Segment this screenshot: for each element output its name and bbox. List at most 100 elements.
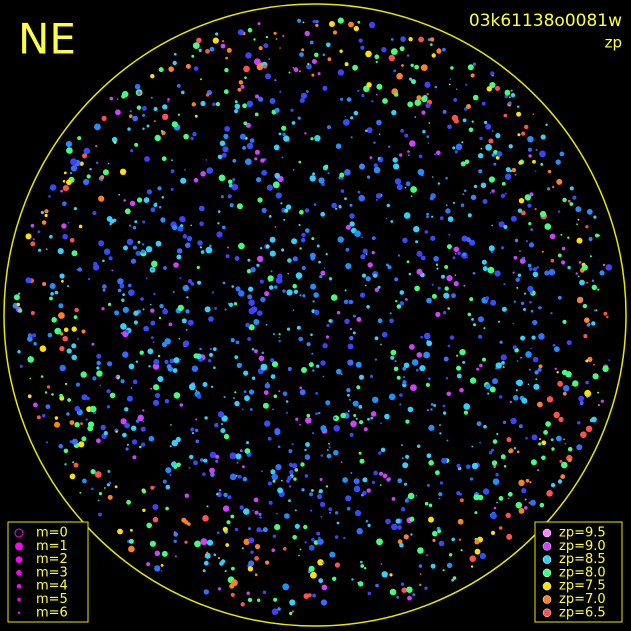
star-dot	[397, 254, 401, 257]
star-dot	[320, 599, 327, 606]
star-dot	[337, 236, 344, 243]
star-dot	[343, 536, 346, 540]
star-dot	[435, 311, 441, 317]
star-dot	[130, 258, 137, 264]
star-dot	[306, 342, 311, 347]
star-dot	[425, 102, 431, 109]
star-dot	[599, 270, 605, 276]
star-dot	[312, 309, 315, 313]
star-dot	[498, 526, 503, 530]
star-dot	[96, 366, 100, 370]
star-dot	[602, 365, 609, 373]
star-dot	[275, 38, 278, 40]
star-dot	[200, 250, 205, 254]
star-dot	[360, 163, 363, 166]
star-dot	[102, 259, 105, 263]
star-dot	[309, 40, 314, 45]
star-dot	[134, 83, 141, 90]
star-dot	[260, 247, 263, 250]
star-dot	[267, 275, 274, 282]
star-dot	[128, 289, 135, 297]
star-dot	[61, 279, 64, 283]
star-dot	[347, 410, 350, 413]
horizon-circle	[3, 3, 627, 627]
star-dot	[45, 441, 49, 444]
star-dot	[418, 564, 423, 568]
star-dot	[326, 453, 332, 459]
star-dot	[520, 210, 526, 216]
star-dot	[127, 127, 131, 131]
star-dot	[531, 434, 538, 441]
star-dot	[157, 186, 162, 191]
star-dot	[279, 47, 281, 49]
star-dot	[173, 357, 180, 364]
star-dot	[249, 408, 253, 411]
star-dot	[421, 174, 424, 177]
star-dot	[160, 564, 164, 567]
star-dot	[146, 189, 152, 195]
star-dot	[277, 487, 284, 494]
star-dot	[239, 449, 243, 453]
star-dot	[414, 285, 420, 292]
star-dot	[353, 478, 360, 485]
star-dot	[483, 424, 487, 429]
star-dot	[280, 202, 283, 205]
star-dot	[325, 335, 330, 339]
star-dot	[423, 332, 431, 340]
star-dot	[244, 448, 251, 454]
star-dot	[217, 587, 221, 591]
star-dot	[430, 43, 433, 46]
star-dot	[166, 364, 172, 370]
star-dot	[325, 485, 329, 488]
star-dot	[504, 192, 507, 195]
star-dot	[497, 320, 501, 323]
star-dot	[179, 403, 184, 407]
star-field	[12, 17, 613, 616]
star-dot	[160, 570, 163, 572]
star-dot	[17, 350, 21, 354]
star-dot	[205, 93, 210, 97]
star-dot	[557, 295, 562, 300]
star-dot	[217, 222, 220, 225]
star-dot	[461, 141, 464, 144]
star-dot	[245, 322, 250, 328]
star-dot	[264, 291, 270, 297]
star-dot	[240, 602, 245, 607]
star-dot	[267, 436, 272, 441]
star-dot	[190, 224, 193, 227]
star-dot	[138, 108, 141, 111]
star-dot	[89, 168, 92, 171]
star-dot	[567, 236, 570, 239]
star-dot	[557, 253, 562, 258]
star-dot	[130, 387, 133, 389]
star-dot	[396, 72, 403, 80]
star-dot	[447, 216, 454, 222]
star-dot	[187, 319, 194, 326]
star-dot	[83, 178, 90, 186]
star-dot	[433, 404, 437, 407]
star-dot	[416, 95, 422, 101]
star-dot	[550, 258, 555, 263]
star-dot	[237, 29, 244, 36]
star-dot	[491, 130, 494, 132]
star-dot	[524, 498, 527, 501]
star-dot	[258, 355, 265, 362]
star-dot	[356, 317, 362, 322]
star-dot	[454, 274, 457, 276]
star-dot	[282, 34, 285, 38]
star-dot	[415, 494, 418, 497]
star-dot	[146, 522, 152, 529]
star-dot	[501, 306, 507, 312]
star-dot	[322, 343, 328, 349]
star-dot	[54, 416, 59, 420]
star-dot	[137, 91, 141, 95]
star-dot	[119, 283, 125, 289]
star-dot	[234, 256, 240, 261]
star-dot	[537, 469, 539, 471]
star-dot	[600, 399, 604, 403]
star-dot	[273, 144, 280, 151]
star-dot	[313, 203, 317, 207]
star-dot	[257, 598, 261, 602]
star-dot	[134, 142, 139, 147]
star-dot	[602, 263, 606, 266]
